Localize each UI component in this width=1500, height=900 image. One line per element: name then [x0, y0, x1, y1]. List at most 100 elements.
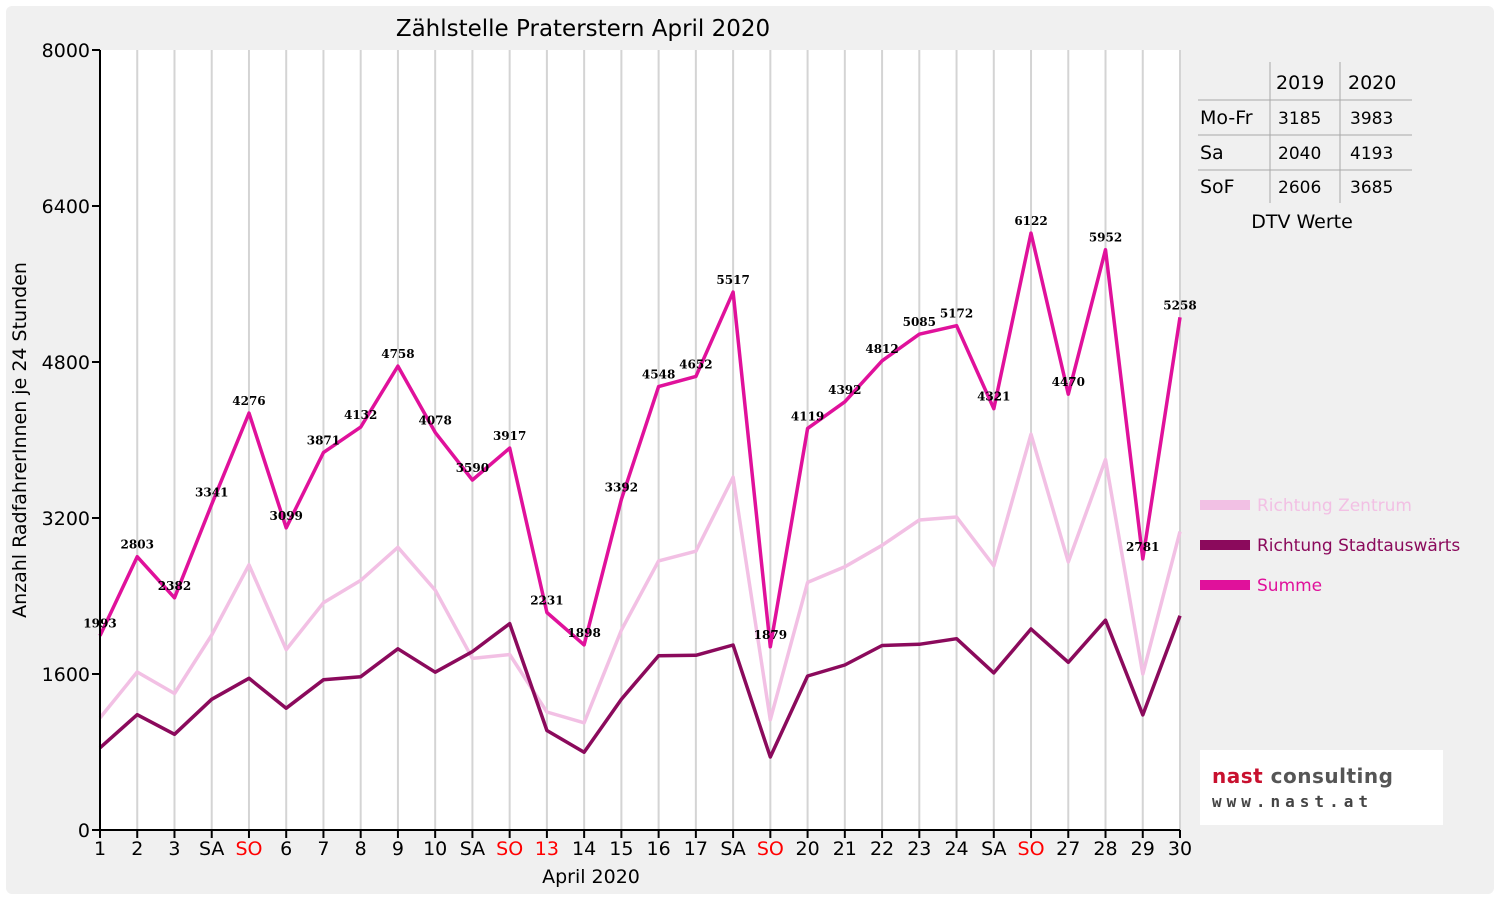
y-tick-labels: 0 1600 3200 4800 6400 8000 — [42, 40, 90, 842]
chart-title: Zählstelle Praterstern April 2020 — [396, 16, 770, 42]
data-label: 2803 — [121, 538, 154, 552]
x-tick-label: 6 — [280, 838, 292, 860]
x-tick-label: 1 — [94, 838, 106, 860]
dtv-table: 2019 2020 Mo-Fr 3185 3983 Sa 2040 4193 SoF 2606 36… — [1198, 62, 1412, 233]
data-label: 3917 — [493, 429, 526, 443]
data-label: 4548 — [642, 368, 675, 382]
data-label: 4812 — [865, 342, 898, 356]
y-tick-label: 8000 — [42, 40, 90, 62]
data-label: 5517 — [716, 273, 749, 287]
table-row-label: Sa — [1200, 142, 1224, 164]
x-tick-label: 16 — [647, 838, 671, 860]
x-tick-label: SA — [199, 838, 224, 860]
data-label: 1879 — [754, 628, 787, 642]
y-tick-label: 1600 — [42, 664, 90, 686]
data-label: 3871 — [307, 434, 340, 448]
y-tick-label: 4800 — [42, 352, 90, 374]
data-label: 4758 — [381, 347, 414, 361]
data-label: 5172 — [940, 307, 973, 321]
table-header: 2020 — [1348, 72, 1396, 94]
x-tick-label: 14 — [572, 838, 596, 860]
legend-label: Richtung Zentrum — [1257, 496, 1412, 516]
data-label: 4392 — [828, 383, 861, 397]
x-tick-label: SO — [496, 838, 523, 860]
x-tick-label: 2 — [131, 838, 143, 860]
legend-swatch — [1200, 540, 1250, 550]
table-header: 2019 — [1276, 72, 1324, 94]
table-cell: 3983 — [1350, 109, 1393, 129]
axes — [99, 50, 1180, 831]
legend-label: Richtung Stadtauswärts — [1257, 536, 1460, 556]
x-tick-label: 24 — [944, 838, 968, 860]
x-tick-label: SO — [757, 838, 784, 860]
x-tick-label: 8 — [355, 838, 367, 860]
x-tick-label: SA — [981, 838, 1006, 860]
series-line-summe — [98, 231, 1182, 649]
x-tick-label: 13 — [535, 838, 559, 860]
series-lines — [98, 231, 1182, 759]
x-tick-label: 7 — [317, 838, 329, 860]
x-tick-label: 3 — [168, 838, 180, 860]
data-label: 6122 — [1014, 214, 1047, 228]
table-cell: 4193 — [1350, 144, 1393, 164]
logo-name: nast consulting — [1212, 764, 1393, 788]
y-tick-label: 0 — [78, 820, 90, 842]
data-label: 2231 — [530, 593, 563, 607]
data-label: 5952 — [1089, 231, 1122, 245]
data-label: 5085 — [903, 315, 936, 329]
data-label: 2382 — [158, 579, 191, 593]
table-row-label: Mo-Fr — [1200, 107, 1253, 129]
data-label: 1993 — [83, 617, 116, 631]
table-caption: DTV Werte — [1251, 211, 1353, 233]
table-cell: 2606 — [1278, 178, 1321, 198]
data-labels: 1993 2803 2382 3341 4276 3099 3871 4132 4758 4078… — [83, 214, 1196, 642]
legend: Richtung Zentrum Richtung Stadtauswärts Su… — [1200, 496, 1460, 596]
logo-url: www.nast.at — [1212, 792, 1373, 811]
logo-name-part2: consulting — [1263, 764, 1394, 788]
table-cell: 3685 — [1350, 178, 1393, 198]
x-tick-label: 15 — [609, 838, 633, 860]
data-label: 4078 — [418, 413, 451, 427]
series-line-richtung-zentrum — [98, 432, 1182, 725]
data-label: 3392 — [605, 480, 638, 494]
data-label: 4321 — [977, 390, 1010, 404]
x-tick-label: 10 — [423, 838, 447, 860]
x-tick-label: 9 — [392, 838, 404, 860]
x-tick-label: 22 — [870, 838, 894, 860]
data-label: 4119 — [791, 409, 824, 423]
x-tick-label: 29 — [1131, 838, 1155, 860]
y-tick-label: 3200 — [42, 508, 90, 530]
table-cell: 3185 — [1278, 109, 1321, 129]
logo-name-part1: nast — [1212, 764, 1264, 788]
data-label: 3341 — [195, 485, 228, 499]
nast-consulting-logo: nast consulting www.nast.at — [1200, 750, 1443, 825]
data-label: 4652 — [679, 357, 712, 371]
data-label: 4276 — [232, 394, 265, 408]
x-tick-label: SO — [235, 838, 262, 860]
x-tick-label: 23 — [907, 838, 931, 860]
table-row-label: SoF — [1200, 176, 1235, 198]
data-label: 3099 — [270, 509, 303, 523]
x-tick-label: SA — [720, 838, 745, 860]
data-label: 5258 — [1163, 298, 1196, 312]
table-cell: 2040 — [1278, 144, 1321, 164]
series-line-richtung-stadtausw-rts — [98, 615, 1182, 759]
x-axis-title: April 2020 — [542, 866, 640, 888]
data-label: 1898 — [567, 626, 600, 640]
y-tick-label: 6400 — [42, 196, 90, 218]
legend-swatch — [1200, 580, 1250, 590]
x-tick-label: SO — [1018, 838, 1045, 860]
data-label: 2781 — [1126, 540, 1159, 554]
x-tick-label: 20 — [795, 838, 819, 860]
x-tick-label: 28 — [1093, 838, 1117, 860]
x-tick-label: SA — [460, 838, 485, 860]
data-label: 3590 — [456, 461, 489, 475]
x-tick-label: 30 — [1168, 838, 1192, 860]
data-label: 4132 — [344, 408, 377, 422]
x-tick-label: 17 — [684, 838, 708, 860]
grid-lines — [92, 49, 1181, 838]
legend-label: Summe — [1257, 576, 1322, 596]
x-tick-label: 21 — [833, 838, 857, 860]
x-tick-label: 27 — [1056, 838, 1080, 860]
